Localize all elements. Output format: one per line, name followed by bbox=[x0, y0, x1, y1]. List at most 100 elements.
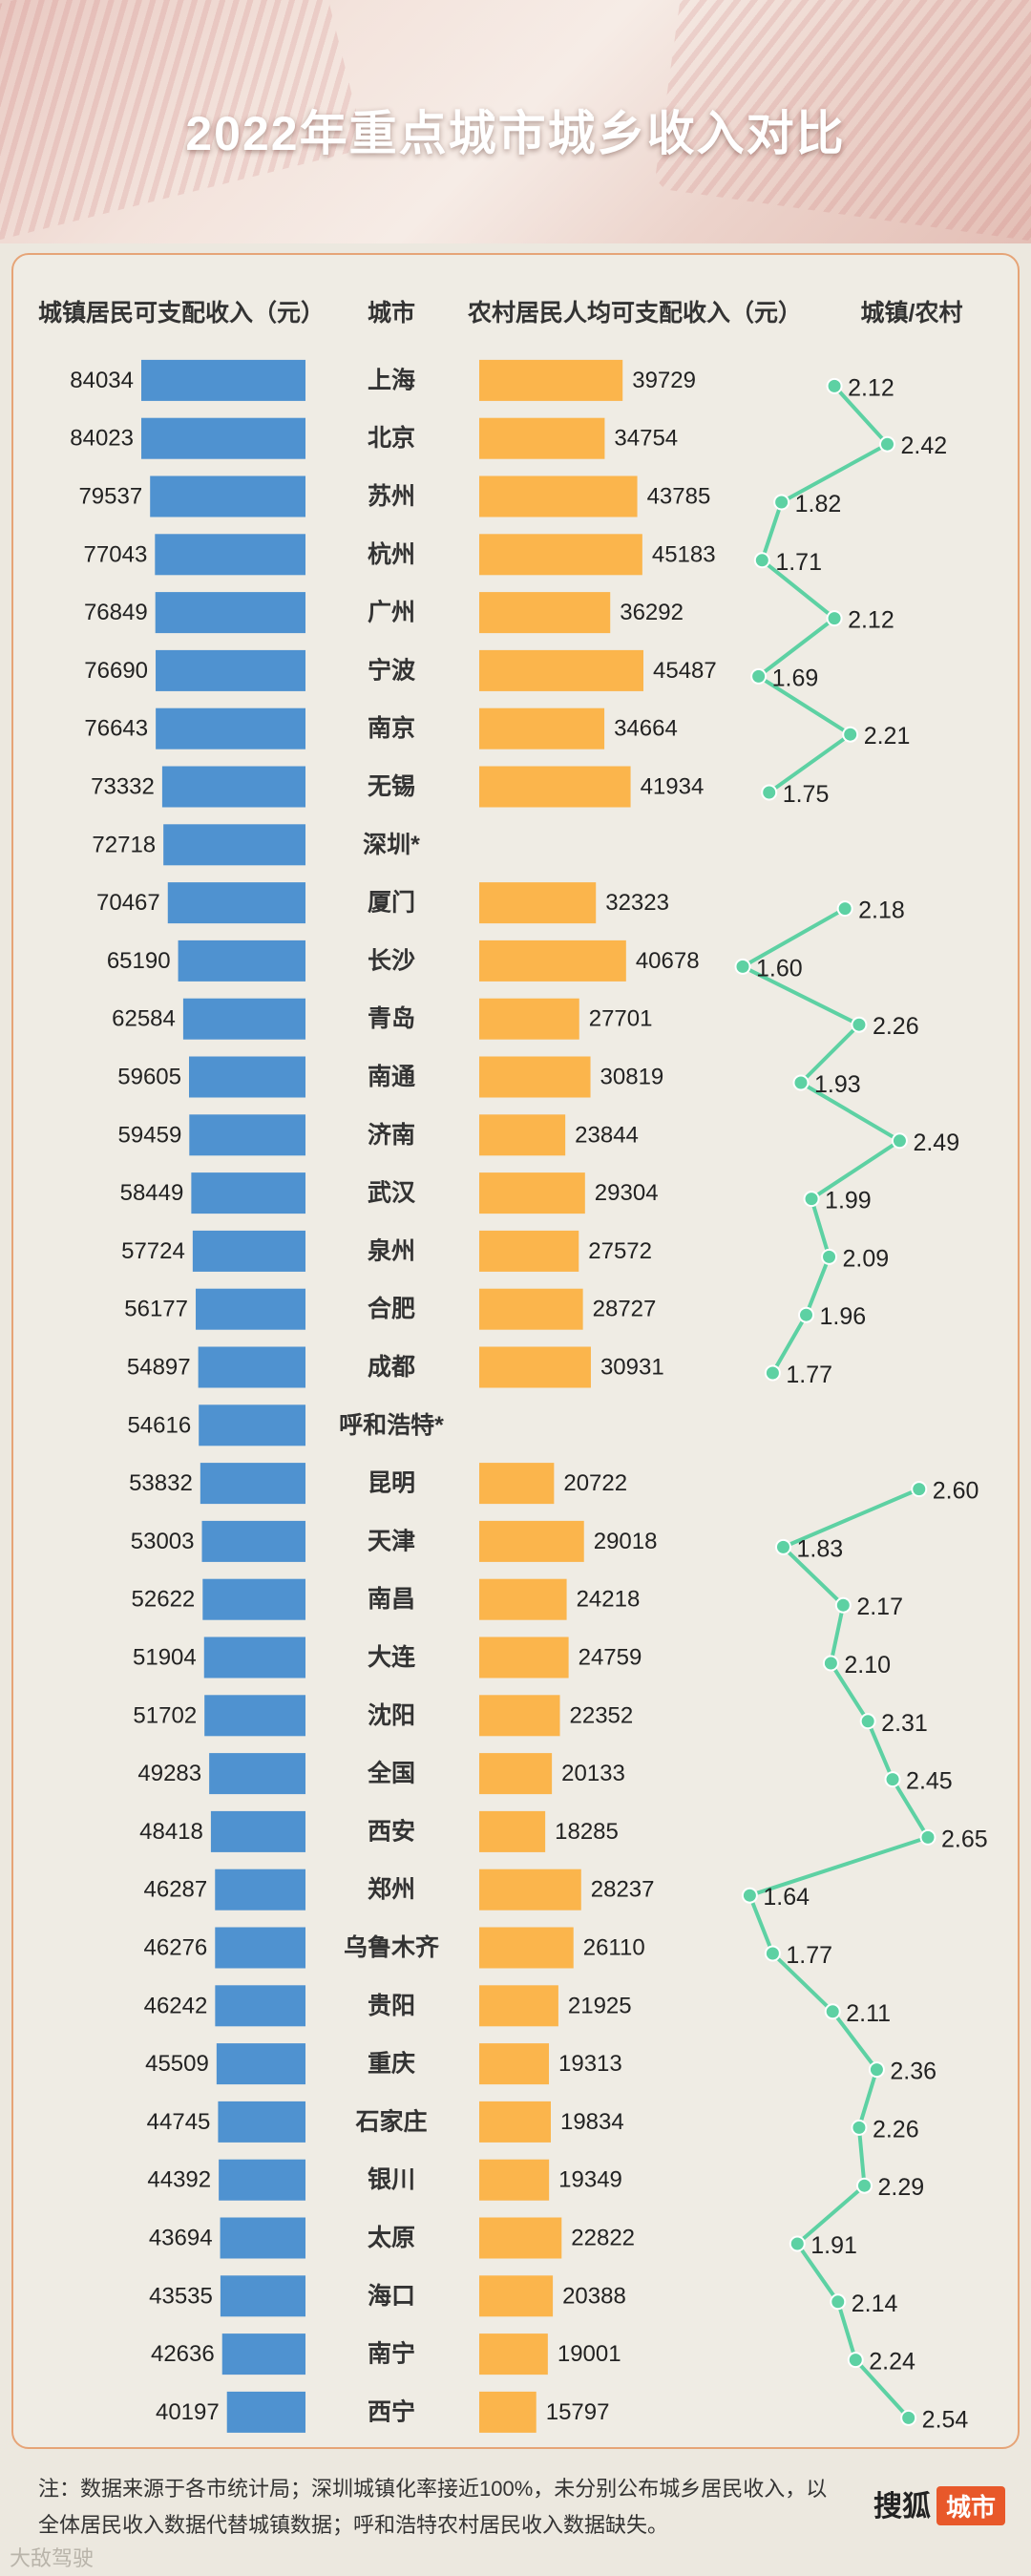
urban-value-label: 40197 bbox=[156, 2399, 220, 2425]
rural-value-label: 28237 bbox=[591, 1877, 655, 1903]
urban-bar bbox=[221, 2333, 305, 2375]
ratio-point bbox=[773, 494, 790, 511]
rural-value-label: 22822 bbox=[571, 2226, 635, 2251]
ratio-point bbox=[884, 1771, 901, 1788]
ratio-point bbox=[826, 610, 843, 627]
ratio-value-label: 1.69 bbox=[772, 665, 819, 691]
rural-bar bbox=[479, 2333, 548, 2375]
urban-bar bbox=[161, 766, 305, 808]
ratio-point bbox=[750, 667, 768, 685]
rural-bar bbox=[479, 2391, 537, 2433]
urban-bar bbox=[198, 1346, 305, 1388]
city-label: 石家庄 bbox=[354, 2107, 427, 2135]
rural-bar bbox=[479, 1346, 591, 1388]
ratio-value-label: 1.60 bbox=[756, 955, 803, 982]
urban-bar bbox=[199, 1404, 305, 1446]
city-label: 合肥 bbox=[368, 1295, 415, 1322]
city-label: 呼和浩特* bbox=[339, 1412, 444, 1439]
ratio-point bbox=[834, 1596, 852, 1614]
ratio-point bbox=[764, 1945, 781, 1962]
urban-value-label: 59605 bbox=[117, 1065, 181, 1090]
rural-value-label: 45487 bbox=[653, 658, 717, 684]
city-label: 重庆 bbox=[368, 2050, 415, 2078]
urban-value-label: 49283 bbox=[137, 1761, 201, 1786]
ratio-value-label: 1.75 bbox=[783, 781, 830, 808]
urban-bar bbox=[178, 940, 305, 982]
urban-bar bbox=[219, 2159, 305, 2201]
ratio-point bbox=[734, 958, 751, 975]
ratio-point bbox=[851, 2119, 868, 2136]
footnote: 注：数据来源于各市统计局；深圳城镇化率接近100%，未分别公布城乡居民收入，以全… bbox=[38, 2477, 828, 2537]
city-label: 成都 bbox=[368, 1354, 415, 1381]
urban-value-label: 72718 bbox=[92, 832, 156, 857]
rural-bar bbox=[479, 1114, 566, 1156]
city-label: 大连 bbox=[368, 1644, 416, 1671]
urban-value-label: 53003 bbox=[131, 1529, 195, 1554]
urban-value-label: 43694 bbox=[149, 2226, 213, 2251]
urban-value-label: 51702 bbox=[133, 1702, 197, 1728]
rural-value-label: 29018 bbox=[594, 1529, 658, 1554]
city-label: 深圳* bbox=[363, 832, 420, 858]
brand-badge: 城市 bbox=[936, 2486, 1006, 2525]
ratio-value-label: 2.26 bbox=[873, 2116, 919, 2143]
ratio-value-label: 2.42 bbox=[901, 433, 948, 459]
rural-bar bbox=[479, 1927, 574, 1969]
city-label: 南昌 bbox=[368, 1586, 415, 1613]
header-urban: 城镇居民可支配收入（元） bbox=[38, 300, 326, 327]
ratio-point bbox=[855, 2177, 873, 2194]
rural-bar bbox=[479, 1230, 579, 1272]
urban-value-label: 77043 bbox=[84, 541, 148, 567]
ratio-point bbox=[868, 2061, 885, 2079]
rural-value-label: 27572 bbox=[588, 1238, 652, 1264]
rural-value-label: 20722 bbox=[563, 1470, 627, 1496]
city-label: 苏州 bbox=[368, 483, 415, 510]
city-label: 长沙 bbox=[368, 947, 415, 974]
rural-value-label: 24218 bbox=[577, 1587, 641, 1613]
ratio-point bbox=[851, 1016, 868, 1033]
city-label: 北京 bbox=[368, 424, 415, 452]
rural-value-label: 36292 bbox=[620, 600, 684, 625]
urban-bar bbox=[204, 1695, 305, 1737]
urban-bar bbox=[215, 1927, 305, 1969]
rural-value-label: 28727 bbox=[593, 1297, 657, 1322]
urban-value-label: 84023 bbox=[70, 426, 134, 452]
ratio-value-label: 2.11 bbox=[846, 2000, 891, 2027]
ratio-value-label: 2.65 bbox=[941, 1826, 988, 1852]
ratio-value-label: 1.64 bbox=[763, 1884, 810, 1911]
rural-bar bbox=[479, 534, 642, 576]
rural-bar bbox=[479, 2275, 554, 2317]
urban-value-label: 79537 bbox=[78, 484, 142, 510]
city-label: 武汉 bbox=[368, 1180, 416, 1207]
ratio-point bbox=[822, 1655, 839, 1672]
ratio-value-label: 2.14 bbox=[852, 2291, 898, 2317]
rural-value-label: 39729 bbox=[632, 368, 696, 393]
ratio-point bbox=[900, 2409, 917, 2426]
city-label: 沈阳 bbox=[368, 1702, 415, 1729]
city-label: 昆明 bbox=[368, 1470, 415, 1497]
urban-bar bbox=[203, 1636, 305, 1679]
ratio-value-label: 2.21 bbox=[864, 723, 911, 750]
urban-bar bbox=[215, 1985, 305, 2027]
ratio-point bbox=[826, 377, 843, 394]
ratio-point bbox=[774, 1538, 791, 1555]
ratio-point bbox=[803, 1191, 820, 1208]
header-rural: 农村居民人均可支配收入（元） bbox=[468, 300, 803, 327]
rural-bar bbox=[479, 1753, 553, 1795]
urban-bar bbox=[216, 2043, 305, 2085]
rural-bar bbox=[479, 475, 638, 517]
rural-bar bbox=[479, 1636, 569, 1679]
ratio-value-label: 2.36 bbox=[890, 2059, 936, 2085]
urban-value-label: 73332 bbox=[91, 774, 155, 800]
brand-logo: 搜狐 城市 bbox=[873, 2482, 1006, 2525]
rural-bar bbox=[479, 2043, 550, 2085]
ratio-point bbox=[911, 1481, 928, 1498]
rural-bar bbox=[479, 2217, 562, 2259]
city-label: 杭州 bbox=[368, 540, 415, 568]
rural-bar bbox=[479, 649, 643, 691]
rural-bar bbox=[479, 592, 611, 634]
urban-bar bbox=[226, 2391, 305, 2433]
ratio-value-label: 1.99 bbox=[825, 1188, 872, 1214]
rural-bar bbox=[479, 1985, 558, 2027]
ratio-value-label: 1.83 bbox=[796, 1535, 843, 1562]
